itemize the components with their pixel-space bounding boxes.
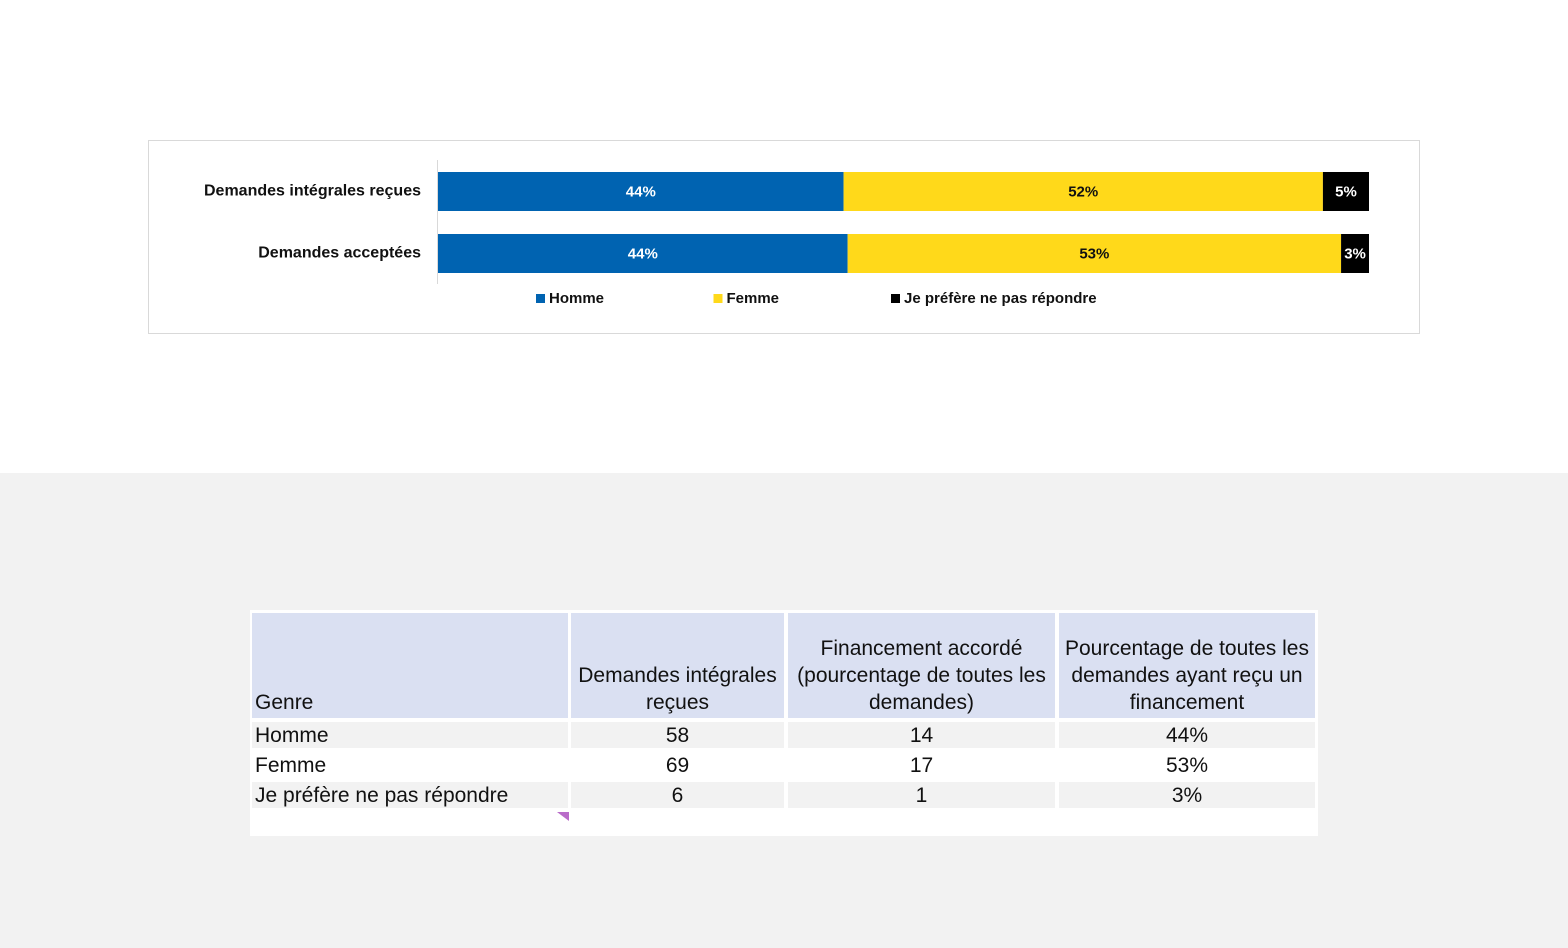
table-cell: Je préfère ne pas répondre	[252, 782, 568, 808]
bar-segment	[438, 234, 848, 273]
table-cell: Demandes intégrales reçues	[571, 613, 784, 718]
value-label: 52%	[1068, 183, 1098, 200]
category-label: Demandes acceptées	[258, 245, 421, 262]
table-cell: 69	[665, 753, 690, 777]
value-label: 5%	[1335, 183, 1357, 200]
bar-segment	[847, 234, 1342, 273]
value-label: 44%	[628, 245, 658, 262]
bar-segment	[843, 172, 1323, 211]
table-cell: Pourcentage de toutes les demandes ayant…	[1059, 613, 1315, 718]
table-cell: 1	[788, 782, 1055, 808]
table-cell: Financement accordé (pourcentage de tout…	[788, 613, 1055, 718]
table-cell: 17	[909, 753, 934, 777]
legend-swatch	[713, 294, 723, 303]
table-cell: Homme	[252, 722, 568, 748]
bar-segment	[1341, 234, 1369, 273]
data-table: Genre Demandes intégrales reçues Financeme…	[250, 610, 1318, 836]
legend-label: Femme	[727, 290, 780, 307]
value-label: 44%	[626, 183, 656, 200]
chart: Demandes intégrales reçues 44% 52% 5% Demand…	[204, 160, 1369, 307]
bar-segment	[438, 172, 844, 211]
table-cell: 44%	[1059, 722, 1315, 748]
category-label: Demandes intégrales reçues	[204, 183, 421, 200]
value-label: 53%	[1079, 245, 1109, 262]
legend-swatch	[536, 294, 545, 303]
bar-segment	[1322, 172, 1369, 211]
legend-label: Homme	[549, 290, 604, 307]
table-cell: 58	[571, 722, 784, 748]
value-label: 3%	[1344, 245, 1366, 262]
table-cell: Femme	[255, 753, 327, 777]
table-cell: 14	[788, 722, 1055, 748]
legend-swatch	[891, 294, 900, 303]
table-cell: 53%	[1165, 753, 1209, 777]
comment-marker	[557, 812, 569, 821]
table-cell: 6	[571, 782, 784, 808]
legend-label: Je préfère ne pas répondre	[904, 290, 1097, 307]
table-cell: Genre	[252, 613, 568, 718]
table-cell: 3%	[1059, 782, 1315, 808]
